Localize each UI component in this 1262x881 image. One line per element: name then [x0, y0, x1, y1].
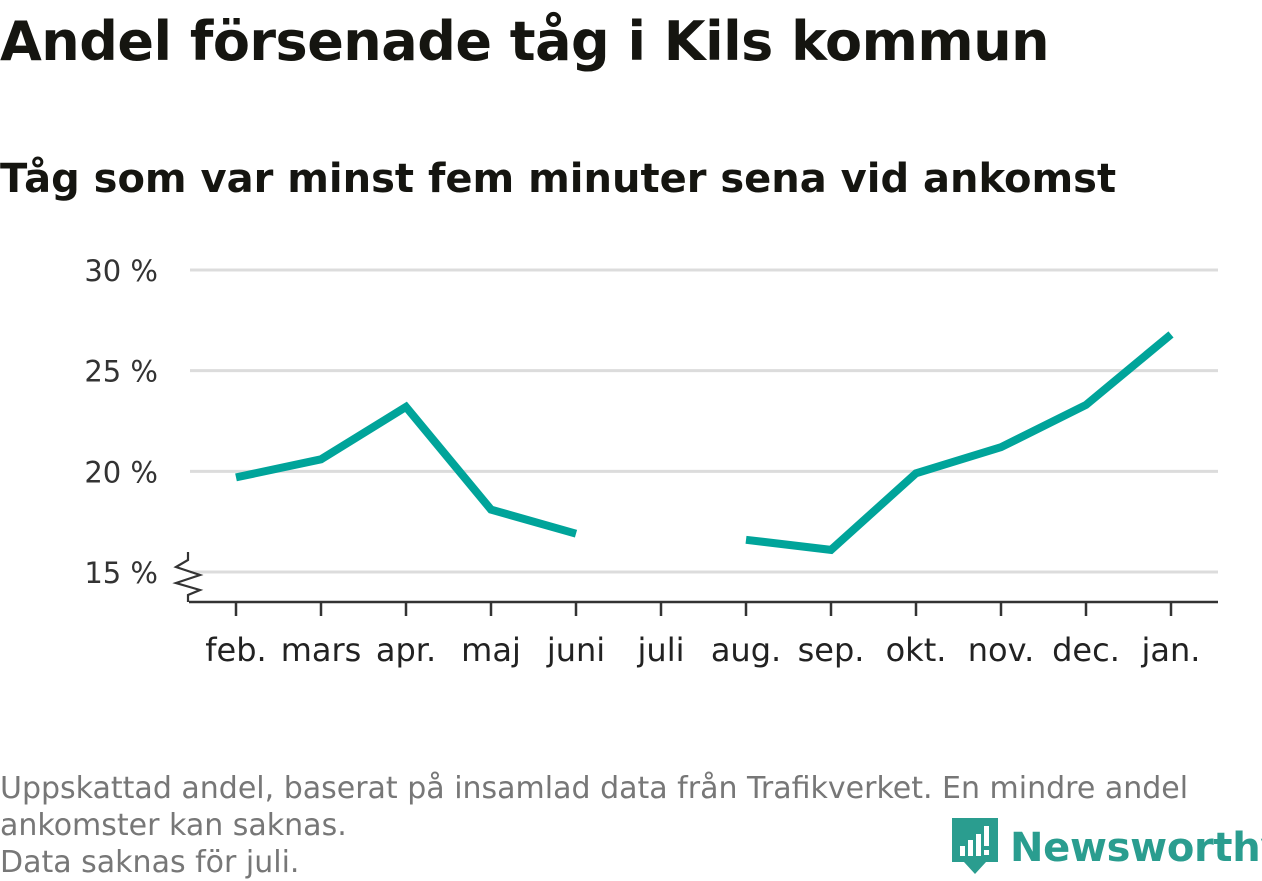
- x-tick-label: mars: [281, 631, 362, 669]
- x-tick-label: okt.: [886, 631, 947, 669]
- footnote-line-2: ankomster kan saknas.: [0, 808, 347, 843]
- footnote-line-3: Data saknas för juli.: [0, 845, 300, 880]
- brand-logo: Newsworthy: [950, 818, 1262, 878]
- footnote: Uppskattad andel, baserat på insamlad da…: [0, 770, 1250, 881]
- x-tick-label: apr.: [376, 631, 436, 669]
- gridlines: [190, 268, 1218, 574]
- series-line-segment: [745, 331, 1174, 555]
- y-tick-label: 15 %: [84, 556, 158, 590]
- chart-subtitle: Tåg som var minst fem minuter sena vid a…: [0, 156, 1117, 202]
- line-chart: 15 % 20 % 25 % 30 % feb. mars apr. maj juni juli…: [84, 254, 1218, 669]
- axis-break-zigzag: [172, 552, 204, 602]
- x-tick-label: feb.: [205, 631, 266, 669]
- y-tick-label: 20 %: [84, 455, 158, 489]
- series-line-segment: [235, 401, 578, 538]
- x-tick-label: juli: [637, 631, 685, 669]
- series-lines: [235, 331, 1174, 555]
- x-tick-label: dec.: [1052, 631, 1120, 669]
- y-tick-label: 30 %: [84, 254, 158, 288]
- x-tick-label: maj: [461, 631, 521, 669]
- y-tick-label: 25 %: [84, 355, 158, 389]
- y-axis-labels: 15 % 20 % 25 % 30 %: [84, 254, 158, 590]
- x-tick-label: juni: [546, 631, 605, 669]
- x-tick-label: jan.: [1141, 631, 1201, 669]
- newsworthy-chart-icon: [950, 816, 1000, 880]
- x-axis: [172, 552, 1218, 616]
- chart-title: Andel försenade tåg i Kils kommun: [0, 10, 1050, 73]
- x-axis-labels: feb. mars apr. maj juni juli aug. sep. okt. nov. d…: [205, 631, 1200, 669]
- footnote-line-1: Uppskattad andel, baserat på insamlad da…: [0, 771, 1189, 806]
- x-tick-label: sep.: [798, 631, 865, 669]
- brand-name: Newsworthy: [1010, 825, 1262, 871]
- x-tick-label: aug.: [711, 631, 781, 669]
- x-tick-label: nov.: [968, 631, 1034, 669]
